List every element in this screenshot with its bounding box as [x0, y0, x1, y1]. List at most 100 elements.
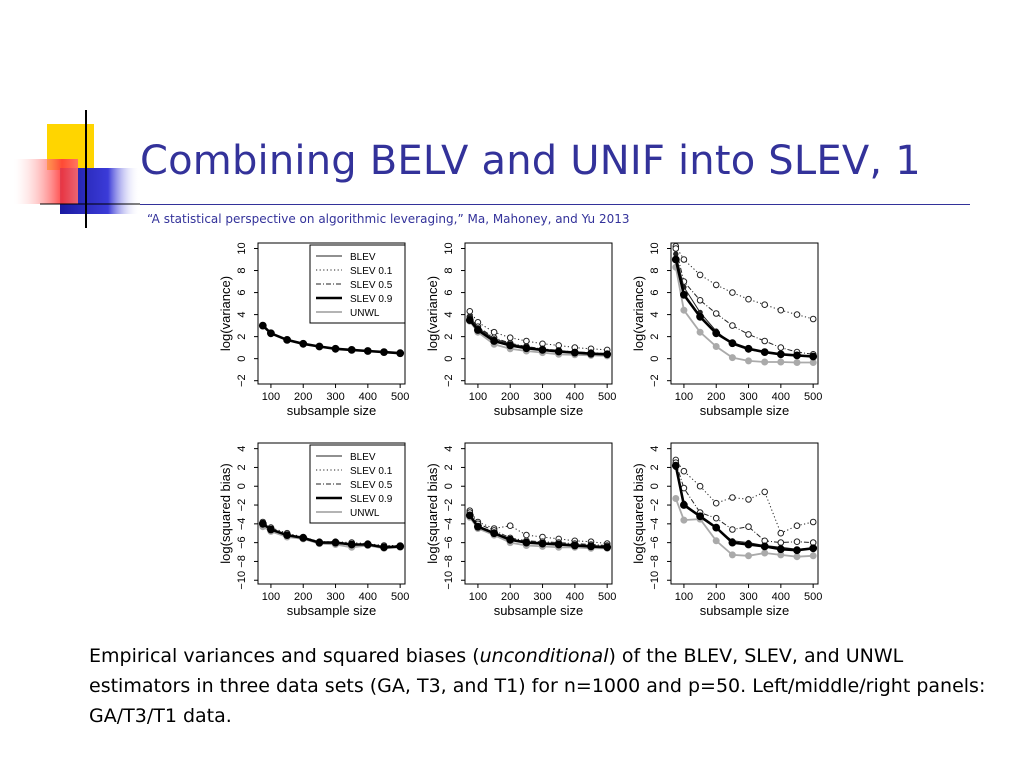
x-tick-label: 200 [294, 591, 312, 603]
series-line-slev-0-9 [674, 259, 814, 358]
data-point-slev-0-9 [587, 349, 595, 358]
data-point-slev-0-9 [809, 352, 818, 361]
data-point-slev-0-9 [712, 523, 721, 532]
x-axis-label: subsample size [700, 403, 790, 418]
data-point-slev-0-9 [522, 538, 531, 547]
y-axis-label: log(squared bias) [218, 463, 233, 563]
legend-box [309, 244, 406, 324]
data-point-slev-0-9 [363, 540, 372, 549]
x-tick-label: 400 [359, 391, 377, 403]
chart-legend: BLEV SLEV 0.1 SLEV 0.5 SLEV 0.9 UNWL [309, 244, 406, 324]
data-point-unwl [793, 359, 801, 366]
y-tick-label: −10 [236, 571, 248, 590]
x-tick-label: 300 [739, 391, 757, 403]
chart-panel-t3-bias: 100 200 300 400 500 −10 −8 −6 −4 −2 0 2 4 subsample s… [425, 442, 616, 618]
chart-panel-t1-variance: 100 200 300 400 500 −2 0 2 4 6 8 10 subsample size lo… [631, 242, 822, 418]
data-point-slev-0-9 [258, 519, 267, 528]
data-point-slev-0-9 [671, 255, 680, 264]
data-point-slev-0-9 [776, 350, 785, 359]
data-point-slev-0-1 [777, 529, 785, 537]
x-axis-label: subsample size [494, 403, 584, 418]
data-point-unwl [672, 495, 680, 502]
y-tick-label: 2 [649, 334, 661, 340]
data-point-slev-0-9 [570, 541, 579, 550]
x-tick-label: 500 [598, 391, 616, 403]
data-point-slev-0-9 [380, 348, 388, 357]
series-line-slev-0-5 [675, 462, 814, 544]
y-tick-label: −2 [649, 374, 661, 387]
series-line-unwl [674, 498, 814, 558]
x-tick-label: 400 [566, 591, 584, 603]
data-point-slev-0-9 [490, 337, 499, 345]
series-line-slev-0-1 [675, 246, 814, 320]
x-tick-label: 100 [469, 591, 487, 603]
data-point-slev-0-9 [760, 348, 769, 357]
data-point-slev-0-1 [696, 482, 704, 490]
x-tick-label: 300 [739, 591, 757, 603]
y-tick-label: −6 [649, 536, 661, 549]
data-point-slev-0-9 [490, 529, 499, 538]
data-point-slev-0-9 [331, 344, 340, 353]
data-point-unwl [680, 516, 688, 524]
y-tick-label: −8 [236, 555, 248, 568]
data-point-slev-0-5 [777, 539, 785, 546]
y-tick-label: 0 [443, 356, 455, 362]
legend-label: BLEV [350, 252, 376, 263]
data-point-unwl [680, 306, 688, 314]
data-point-slev-0-9 [538, 346, 547, 354]
data-point-slev-0-9 [680, 501, 688, 509]
x-tick-label: 400 [772, 591, 790, 603]
data-point-slev-0-9 [776, 545, 785, 554]
x-axis-label: subsample size [287, 603, 377, 618]
data-point-slev-0-9 [283, 336, 292, 344]
data-point-slev-0-9 [671, 461, 680, 470]
data-point-unwl [728, 551, 736, 559]
x-tick-label: 100 [675, 391, 693, 403]
y-tick-label: 0 [236, 356, 248, 362]
data-point-slev-0-9 [267, 329, 275, 338]
plot-frame [464, 442, 613, 585]
legend-label: UNWL [350, 508, 380, 519]
data-point-unwl [777, 358, 785, 366]
data-point-slev-0-5 [745, 331, 752, 338]
figure-caption: Empirical variances and squared biases (… [89, 641, 989, 731]
y-tick-label: −2 [443, 499, 455, 512]
data-point-unwl [809, 552, 817, 560]
series-line-slev-0-5 [469, 512, 608, 546]
x-tick-label: 500 [598, 591, 616, 603]
x-tick-label: 200 [707, 591, 725, 603]
data-point-slev-0-1 [490, 328, 498, 336]
data-point-unwl [745, 357, 752, 365]
title-decoration [14, 110, 140, 228]
y-axis-label: log(variance) [425, 276, 440, 351]
chart-panel-t1-bias: 100 200 300 400 500 −10 −8 −6 −4 −2 0 2 4 subsample s… [631, 442, 822, 618]
data-point-slev-0-1 [466, 308, 474, 315]
series-line-unwl [674, 267, 814, 364]
data-point-slev-0-5 [761, 337, 769, 345]
chart-panel-t3-variance: 100 200 300 400 500 −2 0 2 4 6 8 10 subsample size lo… [425, 242, 616, 418]
y-axis-label: log(variance) [631, 276, 646, 351]
series-line-blev [675, 253, 814, 357]
data-point-slev-0-9 [506, 341, 515, 350]
citation-subtitle: “A statistical perspective on algorithmi… [147, 212, 630, 226]
x-tick-label: 500 [391, 591, 409, 603]
data-point-slev-0-9 [680, 290, 688, 299]
data-point-slev-0-9 [299, 339, 308, 348]
y-tick-label: 10 [236, 242, 248, 254]
data-point-slev-0-9 [570, 348, 579, 357]
x-tick-label: 500 [391, 391, 409, 403]
y-tick-label: 6 [443, 290, 455, 296]
x-tick-label: 200 [501, 591, 519, 603]
slide-title: Combining BELV and UNIF into SLEV, 1 [140, 138, 921, 184]
data-point-slev-0-9 [793, 546, 801, 555]
plot-frame [464, 242, 613, 385]
y-tick-label: −8 [649, 555, 661, 568]
legend-label: SLEV 0.5 [350, 480, 393, 491]
series-line-slev-0-9 [468, 319, 608, 356]
data-point-slev-0-9 [744, 540, 753, 549]
data-point-slev-0-9 [760, 542, 769, 551]
series-line-slev-0-9 [262, 522, 401, 549]
data-point-slev-0-1 [696, 271, 704, 279]
legend-label: SLEV 0.5 [350, 280, 393, 291]
y-tick-label: 4 [443, 446, 455, 452]
